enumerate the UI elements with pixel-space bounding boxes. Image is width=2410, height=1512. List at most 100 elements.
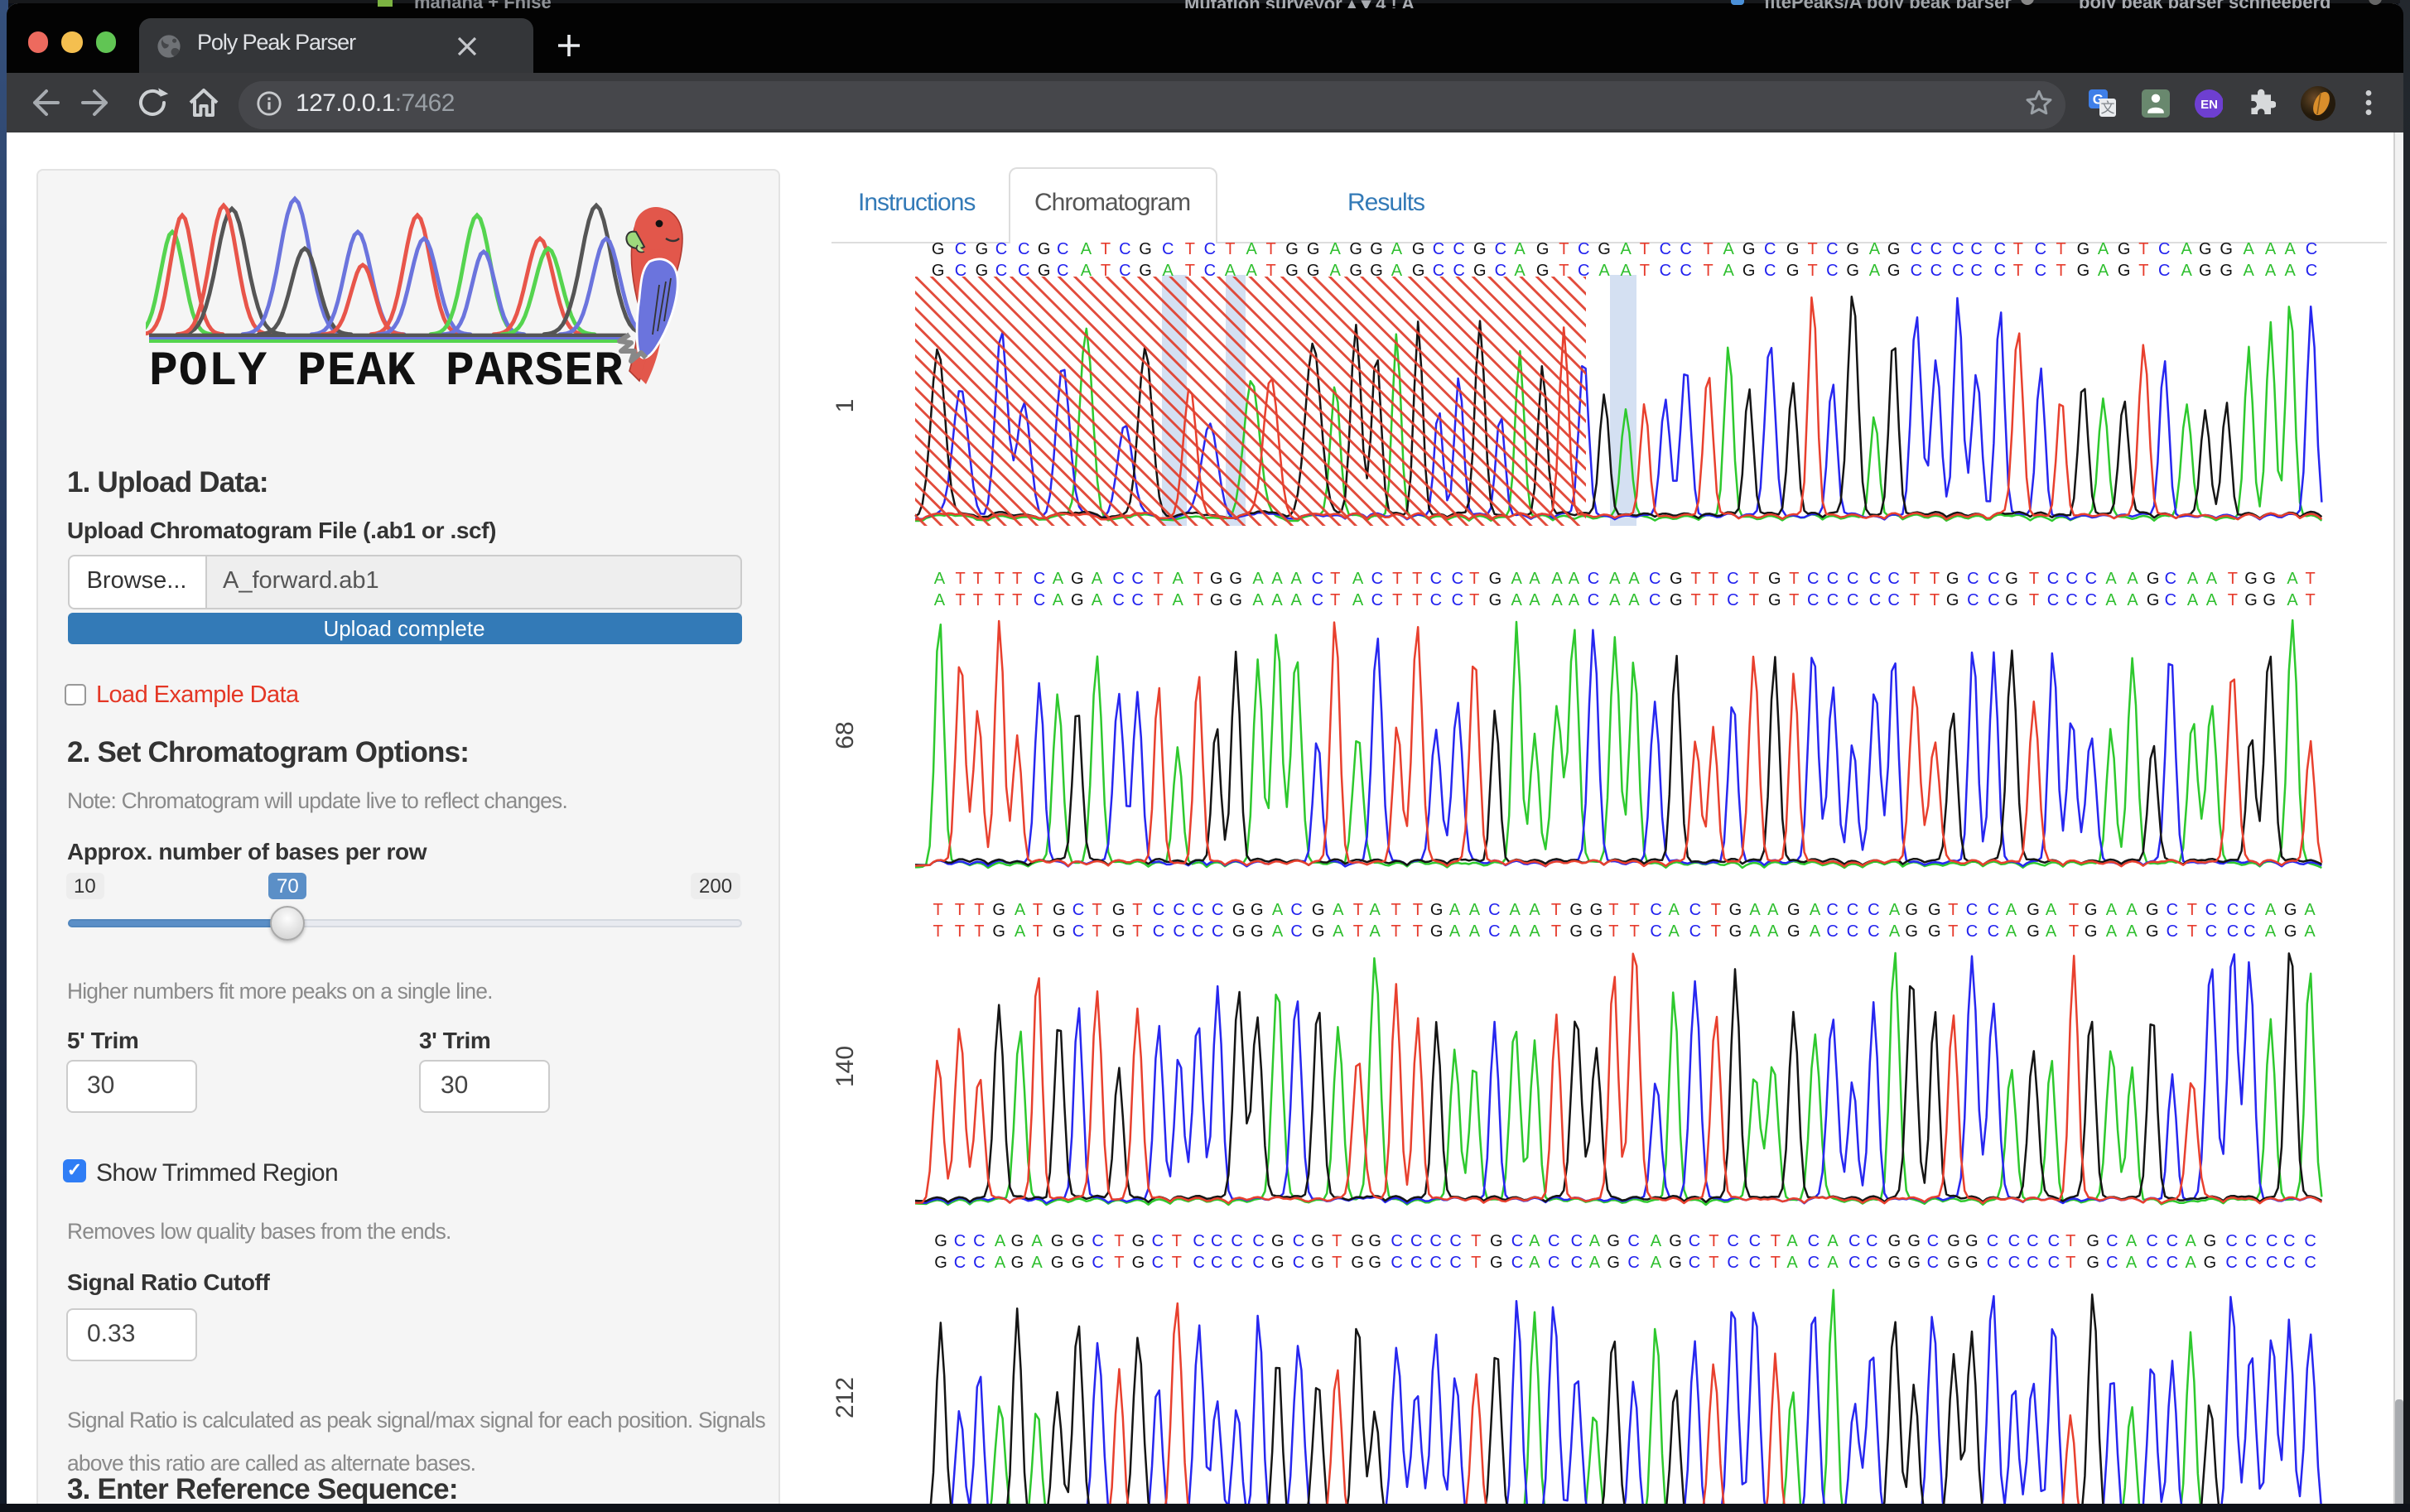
svg-text:G: G xyxy=(1038,240,1051,258)
svg-text:G: G xyxy=(2204,1232,2217,1250)
svg-text:G: G xyxy=(2027,901,2040,919)
svg-text:T: T xyxy=(2138,240,2148,258)
svg-text:A: A xyxy=(1352,591,1364,609)
svg-text:T: T xyxy=(933,922,942,941)
svg-text:C: C xyxy=(1987,1232,1998,1250)
svg-text:C: C xyxy=(1727,1232,1738,1250)
svg-text:C: C xyxy=(1689,922,1701,941)
svg-text:C: C xyxy=(1847,570,1858,588)
svg-text:C: C xyxy=(1764,240,1776,258)
svg-text:C: C xyxy=(2065,570,2077,588)
svg-text:C: C xyxy=(2085,570,2097,588)
svg-text:C: C xyxy=(1847,591,1858,609)
svg-text:A: A xyxy=(1514,262,1526,280)
svg-text:G: G xyxy=(1307,240,1320,258)
svg-text:G: G xyxy=(1569,922,1583,941)
svg-text:C: C xyxy=(2165,570,2176,588)
svg-text:C: C xyxy=(1410,1254,1422,1272)
svg-text:G: G xyxy=(2147,570,2160,588)
svg-text:C: C xyxy=(1869,570,1881,588)
svg-text:A: A xyxy=(1173,591,1184,609)
svg-text:G: G xyxy=(1229,570,1242,588)
svg-text:A: A xyxy=(2126,1232,2138,1250)
svg-text:C: C xyxy=(1749,1232,1761,1250)
svg-text:A: A xyxy=(2186,1232,2197,1250)
svg-text:G: G xyxy=(1742,262,1756,280)
svg-text:G: G xyxy=(1489,591,1502,609)
svg-text:A: A xyxy=(1370,922,1381,941)
svg-text:G: G xyxy=(1907,1254,1921,1272)
svg-text:C: C xyxy=(1727,591,1738,609)
svg-text:G: G xyxy=(1768,591,1781,609)
svg-text:T: T xyxy=(1413,922,1423,941)
svg-text:G: G xyxy=(1928,901,1941,919)
svg-text:C: C xyxy=(2008,1254,2020,1272)
svg-text:G: G xyxy=(1946,591,1959,609)
svg-text:G: G xyxy=(2199,240,2212,258)
svg-text:C: C xyxy=(1826,262,1838,280)
svg-text:A: A xyxy=(1081,240,1092,258)
svg-text:A: A xyxy=(2006,922,2017,941)
svg-text:A: A xyxy=(1333,922,1344,941)
svg-text:C: C xyxy=(1293,1232,1304,1250)
svg-text:C: C xyxy=(2283,1232,2295,1250)
svg-text:C: C xyxy=(1847,922,1858,941)
svg-text:A: A xyxy=(1589,1254,1601,1272)
svg-text:G: G xyxy=(1307,262,1320,280)
svg-text:G: G xyxy=(932,262,945,280)
svg-text:T: T xyxy=(1132,922,1142,941)
svg-text:C: C xyxy=(1152,1232,1164,1250)
svg-text:C: C xyxy=(1911,262,1922,280)
svg-text:C: C xyxy=(1057,262,1068,280)
svg-text:C: C xyxy=(2244,901,2255,919)
svg-text:T: T xyxy=(1771,1232,1781,1250)
svg-text:1: 1 xyxy=(831,399,859,413)
svg-text:T: T xyxy=(1948,901,1958,919)
svg-text:C: C xyxy=(1204,262,1216,280)
svg-text:C: C xyxy=(2167,901,2178,919)
svg-text:G: G xyxy=(1072,1254,1085,1272)
svg-text:C: C xyxy=(2065,591,2077,609)
svg-text:T: T xyxy=(1412,570,1422,588)
svg-text:G: G xyxy=(1607,1254,1620,1272)
svg-text:C: C xyxy=(1868,901,1879,919)
svg-text:G: G xyxy=(1787,901,1800,919)
svg-text:C: C xyxy=(1869,591,1881,609)
svg-text:G: G xyxy=(2146,901,2159,919)
svg-text:C: C xyxy=(2244,922,2255,941)
svg-text:T: T xyxy=(1114,1254,1124,1272)
svg-text:C: C xyxy=(1808,1254,1820,1272)
svg-text:C: C xyxy=(1727,570,1738,588)
svg-text:G: G xyxy=(1132,1254,1145,1272)
svg-text:C: C xyxy=(1211,1232,1222,1250)
svg-text:G: G xyxy=(1946,570,1959,588)
svg-text:G: G xyxy=(1139,262,1152,280)
svg-text:C: C xyxy=(1826,901,1838,919)
svg-text:T: T xyxy=(1225,240,1235,258)
svg-text:G: G xyxy=(1905,922,1918,941)
svg-text:C: C xyxy=(1430,591,1442,609)
svg-text:G: G xyxy=(1232,901,1246,919)
svg-text:C: C xyxy=(1988,570,1999,588)
svg-text:A: A xyxy=(1272,922,1284,941)
svg-text:A: A xyxy=(1810,922,1821,941)
svg-text:A: A xyxy=(1889,901,1901,919)
svg-text:C: C xyxy=(1649,591,1660,609)
svg-text:A: A xyxy=(1869,262,1881,280)
svg-text:C: C xyxy=(1430,570,1442,588)
svg-text:C: C xyxy=(1231,1254,1242,1272)
svg-text:C: C xyxy=(995,262,1007,280)
svg-text:T: T xyxy=(2228,570,2238,588)
svg-text:T: T xyxy=(1101,240,1111,258)
svg-text:A: A xyxy=(2304,901,2316,919)
svg-text:G: G xyxy=(2204,1254,2217,1272)
svg-text:A: A xyxy=(1621,240,1632,258)
svg-text:T: T xyxy=(955,922,965,941)
svg-text:G: G xyxy=(1112,901,1125,919)
svg-text:G: G xyxy=(2085,922,2098,941)
svg-text:G: G xyxy=(2244,591,2258,609)
svg-text:G: G xyxy=(1285,262,1299,280)
svg-text:C: C xyxy=(1293,1254,1304,1272)
svg-text:T: T xyxy=(1559,262,1569,280)
svg-text:G: G xyxy=(2086,1254,2099,1272)
